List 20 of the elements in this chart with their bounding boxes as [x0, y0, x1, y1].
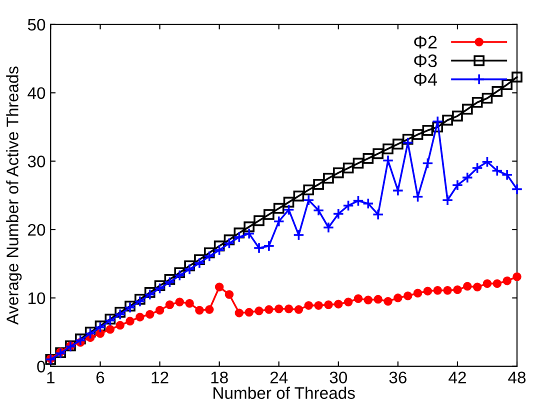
y-tick-label: 10: [28, 292, 46, 304]
x-tick-label: 6: [96, 372, 104, 384]
y-tick-label: 40: [28, 87, 46, 99]
y-tick-label: 20: [28, 224, 46, 236]
y-tick-label: 0: [37, 360, 46, 373]
y-tick-label: 30: [28, 156, 46, 168]
legend-label: Φ3: [414, 54, 437, 68]
x-tick-label: 1: [47, 372, 54, 384]
x-tick-label: 36: [389, 372, 406, 384]
x-tick-label: 42: [448, 372, 466, 384]
y-axis-title: Average Number of Active Threads: [6, 66, 22, 325]
y-tick-label: 50: [28, 18, 46, 31]
legend-label: Φ4: [414, 73, 438, 86]
x-axis-title: Number of Threads: [214, 386, 355, 399]
x-tick-label: 12: [152, 372, 168, 384]
x-tick-label: 30: [330, 372, 348, 384]
x-tick-label: 48: [508, 372, 526, 384]
x-tick-label: 18: [211, 372, 228, 384]
x-tick-label: 24: [270, 372, 288, 384]
legend-label: Φ2: [414, 36, 437, 48]
